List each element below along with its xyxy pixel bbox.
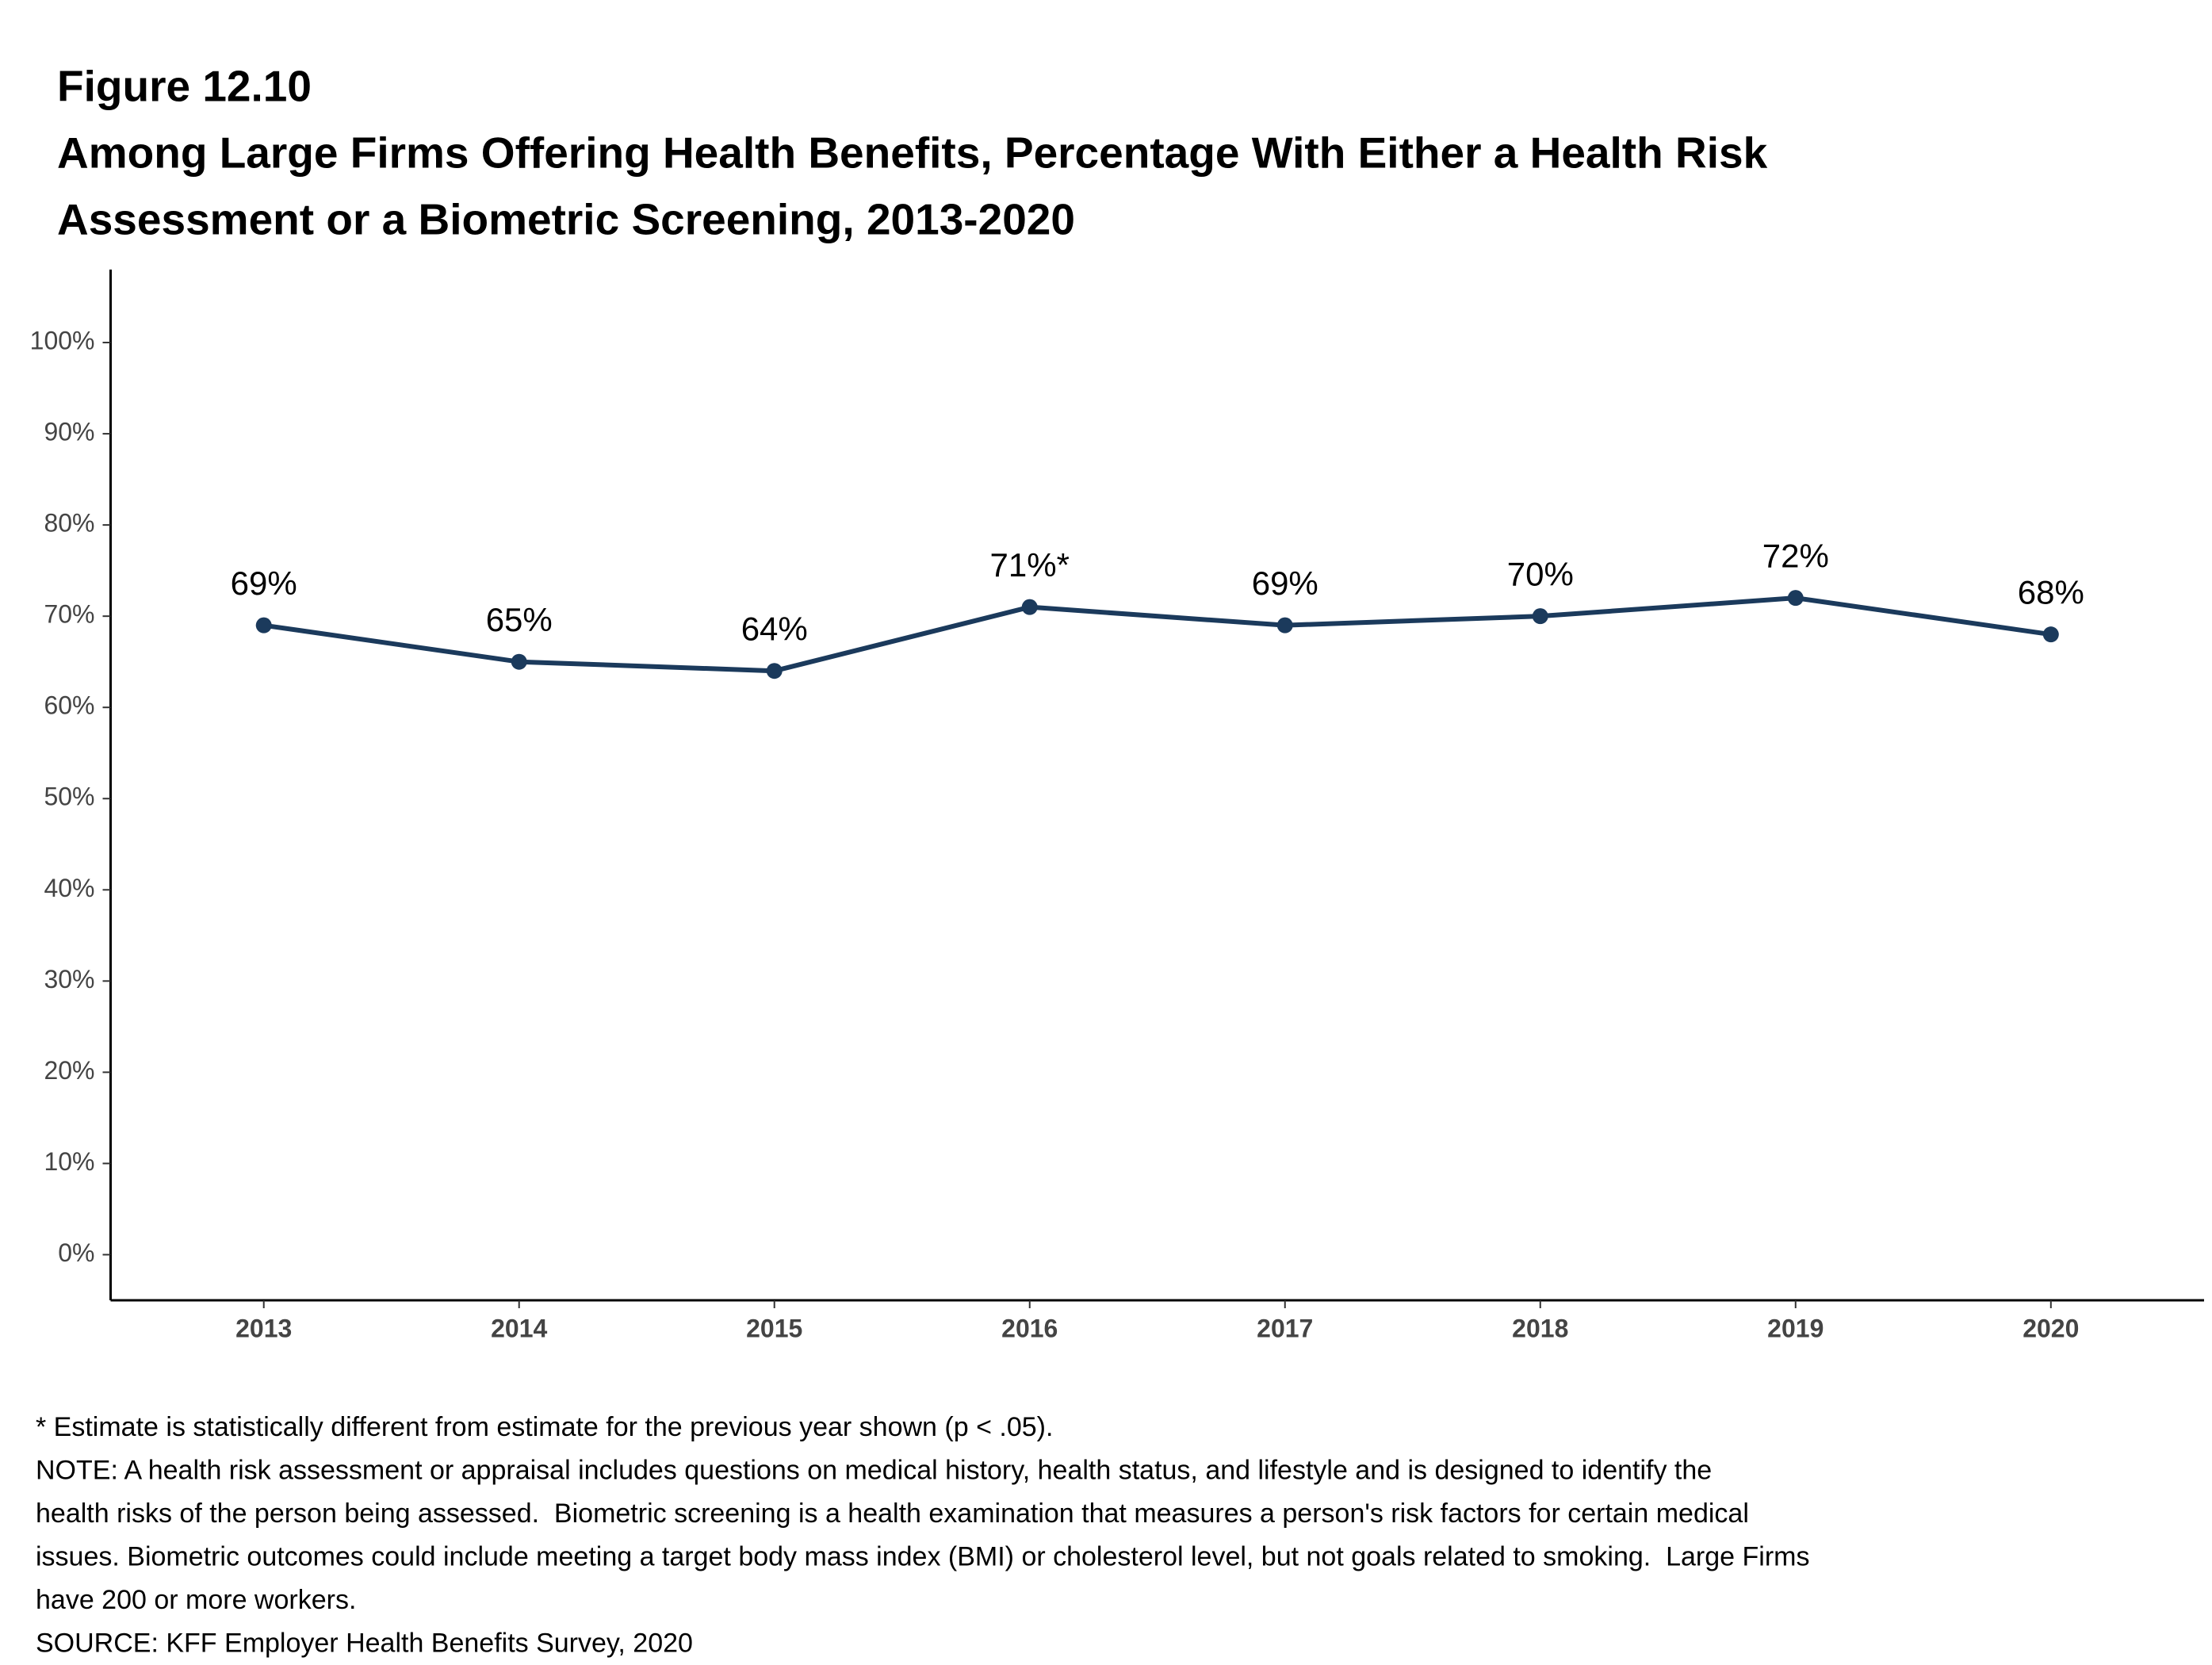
footnote: have 200 or more workers. (36, 1585, 356, 1615)
x-tick-label: 2014 (491, 1314, 547, 1342)
y-tick-label: 20% (44, 1056, 94, 1085)
data-label: 69% (1252, 565, 1318, 602)
data-label: 71%* (990, 546, 1070, 584)
data-point (1787, 590, 1804, 607)
x-tick-label: 2017 (1257, 1314, 1313, 1342)
data-point (1021, 599, 1038, 615)
y-tick-label: 50% (44, 783, 94, 811)
data-label: 70% (1507, 555, 1574, 592)
data-point (255, 617, 272, 633)
y-tick-label: 0% (58, 1238, 94, 1267)
footnote: SOURCE: KFF Employer Health Benefits Sur… (36, 1628, 693, 1658)
x-tick-label: 2019 (1767, 1314, 1824, 1342)
footnote: health risks of the person being assesse… (36, 1498, 1749, 1529)
data-point (766, 663, 783, 679)
footnote: issues. Biometric outcomes could include… (36, 1541, 1809, 1571)
chart-title: Among Large Firms Offering Health Benefi… (57, 128, 1768, 178)
x-tick-label: 2015 (746, 1314, 802, 1342)
figure-label: Figure 12.10 (57, 62, 312, 111)
data-label: 65% (486, 601, 553, 638)
y-tick-label: 90% (44, 418, 94, 446)
x-tick-label: 2020 (2023, 1314, 2079, 1342)
x-tick-label: 2013 (235, 1314, 292, 1342)
y-tick-label: 10% (44, 1147, 94, 1176)
data-point (2042, 626, 2059, 643)
data-line (263, 595, 2052, 674)
data-label: 72% (1762, 537, 1829, 574)
x-tick-label: 2018 (1512, 1314, 1568, 1342)
data-point (1532, 608, 1548, 625)
data-label: 68% (2018, 573, 2084, 610)
y-tick-label: 60% (44, 691, 94, 720)
data-label: 69% (231, 565, 297, 602)
y-tick-label: 80% (44, 509, 94, 538)
y-tick-label: 40% (44, 874, 94, 902)
data-label: 64% (741, 610, 808, 647)
data-point (511, 653, 527, 670)
x-tick-label: 2016 (1001, 1314, 1058, 1342)
footnote: * Estimate is statistically different fr… (36, 1412, 1053, 1442)
y-tick-label: 100% (30, 326, 95, 354)
data-point (1276, 617, 1293, 633)
y-tick-label: 30% (44, 965, 94, 993)
y-tick-label: 70% (44, 600, 94, 629)
chart-title: Assessment or a Biometric Screening, 201… (57, 195, 1075, 244)
footnote: NOTE: A health risk assessment or apprai… (36, 1455, 1712, 1485)
